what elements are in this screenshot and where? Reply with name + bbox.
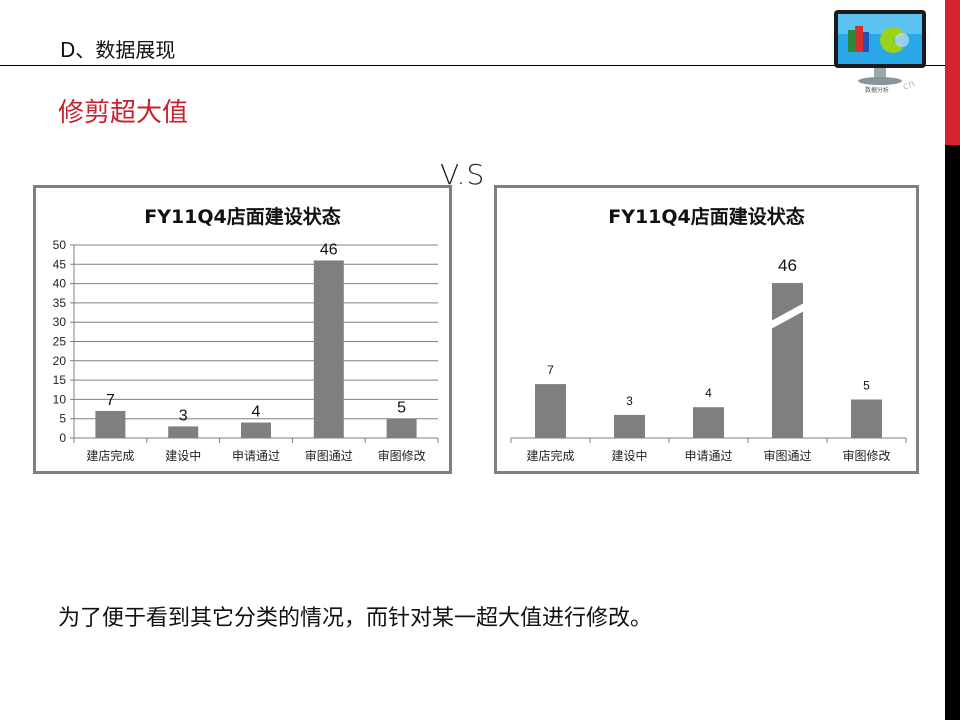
bar [95,410,126,438]
y-tick-label: 50 [53,238,67,252]
bar [241,422,271,438]
monitor-chart-logo-icon [830,8,930,103]
x-category-label: 审图通过 [305,448,353,463]
y-tick-label: 45 [53,257,67,271]
header-divider [0,65,945,66]
side-accent-red [945,0,960,145]
data-label: 5 [397,400,406,417]
data-label: 4 [252,404,261,421]
chart-original: FY11Q4店面建设状态 0 5 10 15 20 25 30 35 40 45 50 7 建店完成 3 建… [33,185,452,474]
data-label: 46 [778,256,797,275]
side-accent-black [945,145,960,720]
x-category-label: 建店完成 [86,448,134,463]
logo-caption: 数据分析 [865,87,890,94]
bar [168,426,199,438]
x-category-label: 建设中 [165,448,201,463]
section-title: D、数据展现 [60,38,176,62]
slide-footer-text: 为了便于看到其它分类的情况，而针对某一超大值进行修改。 [58,606,653,631]
bar [851,399,882,438]
bar-chart-plot: 0 5 10 15 20 25 30 35 40 45 50 7 建店完成 3 建设中 4 申请通过 46 审图通过… [53,238,439,463]
y-tick-label: 30 [53,315,67,329]
y-tick-label: 5 [59,412,66,426]
data-label: 3 [179,407,188,424]
chart-trimmed: FY11Q4店面建设状态 7 建店完成 3 建设中 4 申请通过 46 审图通过 5 审图修改 [494,185,919,474]
data-label: 7 [106,392,115,409]
x-category-label: 建设中 [611,448,647,463]
bar [693,407,724,438]
y-tick-label: 35 [53,296,67,310]
y-tick-label: 20 [53,354,67,368]
chart-title: FY11Q4店面建设状态 [608,206,805,228]
bar [313,260,344,438]
bar [535,384,566,438]
data-label: 46 [320,241,338,258]
data-label: 7 [547,363,554,377]
x-category-label: 申请通过 [232,449,280,463]
bar [386,418,417,438]
x-category-label: 申请通过 [684,449,732,463]
y-tick-label: 15 [53,373,67,387]
x-category-label: 建店完成 [526,448,574,463]
x-category-label: 审图修改 [378,448,426,463]
data-label: 4 [705,386,712,400]
data-label: 3 [626,394,633,408]
axis-break-mark [771,303,804,329]
bar [614,414,645,438]
y-tick-label: 25 [53,335,67,349]
bar-chart-plot: 7 建店完成 3 建设中 4 申请通过 46 审图通过 5 审图修改 [510,256,907,463]
data-label: 5 [863,379,870,393]
y-tick-label: 10 [53,392,67,406]
y-tick-label: 0 [59,431,66,445]
chart-title: FY11Q4店面建设状态 [144,206,341,228]
y-tick-label: 40 [53,277,67,291]
slide-subtitle: 修剪超大值 [58,98,189,128]
x-category-label: 审图修改 [842,448,890,463]
x-category-label: 审图通过 [763,448,811,463]
